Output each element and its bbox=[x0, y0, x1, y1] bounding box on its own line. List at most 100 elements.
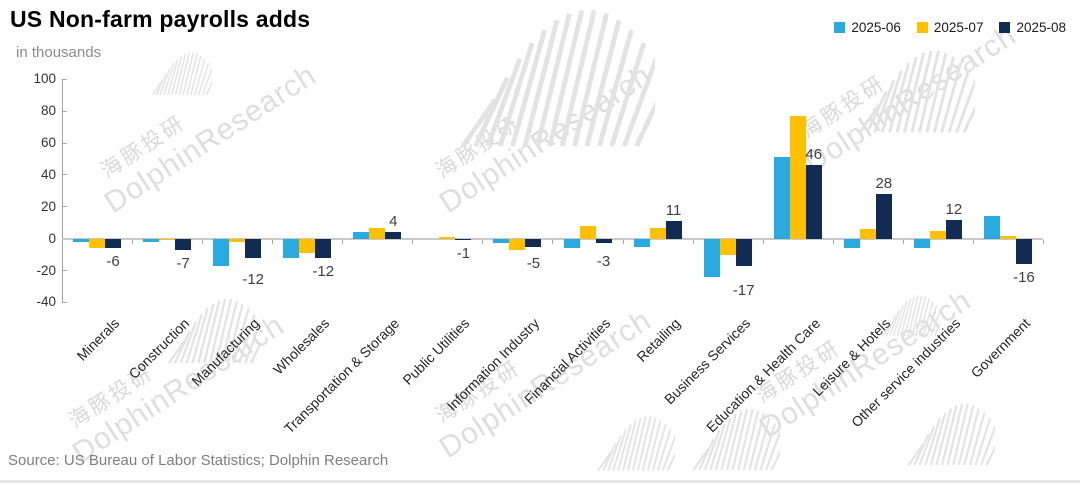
bar-2025-06-Business Services bbox=[703, 238, 720, 277]
bar-2025-08-Minerals bbox=[105, 238, 122, 249]
legend-swatch-icon bbox=[834, 22, 846, 33]
y-axis-label: 0 bbox=[48, 230, 56, 246]
data-label: 11 bbox=[665, 202, 682, 220]
data-label: -17 bbox=[732, 281, 755, 299]
legend-label: 2025-08 bbox=[1016, 20, 1066, 35]
category-label: Construction bbox=[125, 315, 193, 382]
bar-2025-08-Education & Health Care bbox=[805, 165, 822, 239]
x-axis-tick bbox=[1042, 239, 1044, 244]
x-axis-tick bbox=[972, 239, 974, 244]
bar-2025-07-Education & Health Care bbox=[789, 116, 806, 239]
x-axis-tick bbox=[272, 239, 274, 244]
bar-2025-07-Manufacturing bbox=[229, 238, 246, 242]
x-axis-tick bbox=[342, 239, 344, 244]
bar-2025-07-Wholesales bbox=[299, 238, 316, 254]
data-label: -5 bbox=[526, 254, 541, 272]
bar-2025-08-Government bbox=[1015, 238, 1032, 265]
y-axis-tick bbox=[62, 174, 67, 176]
y-axis-tick bbox=[62, 301, 67, 303]
x-axis-tick bbox=[132, 239, 134, 244]
bar-2025-07-Public Utilities bbox=[439, 237, 456, 239]
bar-2025-07-Minerals bbox=[89, 238, 106, 249]
x-axis-tick bbox=[622, 239, 624, 244]
bar-2025-08-Business Services bbox=[735, 238, 752, 266]
bar-2025-08-Construction bbox=[175, 238, 192, 250]
y-axis-label: 100 bbox=[33, 71, 56, 87]
bar-2025-06-Education & Health Care bbox=[773, 157, 790, 239]
bar-2025-08-Wholesales bbox=[315, 238, 332, 258]
bar-2025-06-Retailing bbox=[633, 238, 650, 247]
y-axis-label: 40 bbox=[40, 166, 56, 182]
bar-2025-07-Financial Activities bbox=[579, 225, 596, 239]
data-label: 12 bbox=[945, 200, 963, 218]
bar-2025-06-Minerals bbox=[73, 238, 90, 242]
data-label: 46 bbox=[805, 146, 823, 164]
bar-2025-06-Transportation & Storage bbox=[353, 232, 370, 239]
bar-2025-08-Manufacturing bbox=[245, 238, 262, 258]
bar-2025-08-Leisure & Hotels bbox=[875, 194, 892, 239]
bar-2025-07-Retailing bbox=[649, 227, 666, 239]
bar-2025-06-Leisure & Hotels bbox=[843, 238, 860, 249]
x-axis-tick bbox=[762, 239, 764, 244]
data-label: 4 bbox=[389, 213, 398, 231]
y-axis-tick bbox=[62, 78, 67, 80]
data-label: -16 bbox=[1013, 269, 1035, 287]
data-label: -12 bbox=[242, 270, 265, 288]
legend-item-2025-07: 2025-07 bbox=[916, 20, 984, 35]
x-axis-tick bbox=[482, 239, 484, 244]
bottom-divider bbox=[0, 480, 1080, 483]
chart-subtitle: in thousands bbox=[16, 44, 102, 61]
data-label: -7 bbox=[176, 254, 190, 272]
y-axis-tick bbox=[62, 270, 67, 272]
bar-2025-08-Retailing bbox=[665, 221, 682, 239]
bar-2025-07-Business Services bbox=[719, 238, 736, 255]
bar-2025-07-Other service industries bbox=[929, 230, 946, 239]
bar-2025-07-Transportation & Storage bbox=[369, 227, 386, 239]
category-label: Manufacturing bbox=[188, 315, 263, 390]
bar-2025-06-Construction bbox=[143, 238, 160, 242]
bar-2025-07-Government bbox=[999, 235, 1016, 239]
bar-2025-06-Government bbox=[983, 216, 1000, 239]
legend-label: 2025-06 bbox=[851, 20, 901, 35]
y-axis-label: -40 bbox=[36, 294, 56, 310]
bar-2025-07-Leisure & Hotels bbox=[859, 229, 876, 239]
legend-swatch-icon bbox=[999, 22, 1011, 33]
bar-2025-07-Construction bbox=[159, 238, 176, 241]
legend-label: 2025-07 bbox=[933, 20, 984, 35]
data-label: 28 bbox=[875, 175, 893, 193]
bar-2025-06-Wholesales bbox=[283, 238, 300, 258]
bar-2025-08-Other service industries bbox=[945, 219, 962, 239]
category-label: Transportation & Storage bbox=[281, 315, 403, 437]
x-axis-tick bbox=[202, 239, 204, 244]
category-label: Education & Health Care bbox=[702, 315, 824, 436]
category-label: Government bbox=[967, 315, 1034, 381]
x-axis-tick bbox=[412, 239, 414, 244]
bar-2025-06-Other service industries bbox=[913, 238, 930, 249]
legend-item-2025-08: 2025-08 bbox=[999, 20, 1066, 35]
legend-item-2025-06: 2025-06 bbox=[834, 20, 901, 35]
bar-2025-06-Manufacturing bbox=[213, 238, 230, 266]
y-axis-tick bbox=[62, 206, 67, 208]
y-axis-label: 80 bbox=[40, 103, 56, 119]
y-axis-tick bbox=[62, 110, 67, 112]
bar-2025-08-Transportation & Storage bbox=[385, 232, 402, 239]
legend-swatch-icon bbox=[916, 22, 928, 33]
chart-title: US Non-farm payrolls adds bbox=[10, 6, 311, 32]
x-axis-line bbox=[62, 237, 1043, 240]
data-label: -3 bbox=[596, 253, 611, 271]
bar-2025-06-Information Industry bbox=[493, 238, 510, 244]
data-label: -12 bbox=[312, 262, 335, 280]
category-label: Wholesales bbox=[270, 315, 333, 378]
y-axis-label: -20 bbox=[36, 262, 56, 278]
category-label: Public Utilities bbox=[399, 315, 473, 388]
x-axis-tick bbox=[692, 239, 694, 244]
x-axis-tick bbox=[832, 239, 834, 244]
chart-legend: 2025-06 2025-07 2025-08 bbox=[834, 20, 1066, 35]
data-label: -1 bbox=[456, 245, 471, 263]
category-label: Retailing bbox=[633, 315, 683, 365]
y-axis-tick bbox=[62, 142, 67, 144]
bar-2025-06-Financial Activities bbox=[563, 238, 580, 249]
y-axis-label: 20 bbox=[40, 198, 56, 214]
